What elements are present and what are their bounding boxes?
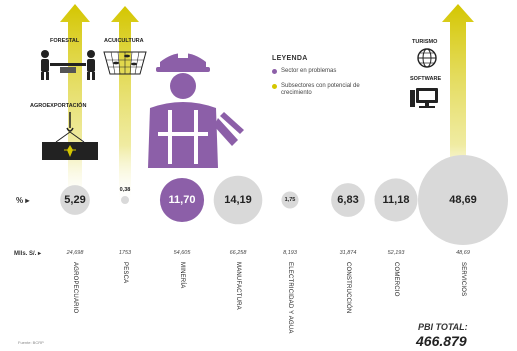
growth-arrow-servicios bbox=[442, 4, 474, 205]
percent-value-label: 0,38 bbox=[119, 187, 131, 193]
category-label: MANUFACTURA bbox=[235, 262, 241, 310]
percent-row-label: % ▸ bbox=[16, 196, 30, 205]
percent-value-label: 11,18 bbox=[382, 194, 410, 206]
percent-value-label: 6,83 bbox=[337, 194, 359, 206]
yellow-dot-icon bbox=[272, 84, 277, 89]
amount-value-label: 1753 bbox=[118, 250, 132, 256]
percent-value-label: 14,19 bbox=[224, 194, 252, 206]
bubble-series bbox=[60, 155, 508, 245]
amount-value-label: 54,605 bbox=[173, 250, 191, 256]
category-label: ELECTRICIDAD Y AGUA bbox=[287, 262, 293, 334]
legend-item-label: Sector en problemas bbox=[281, 68, 337, 74]
percent-value-label: 5,29 bbox=[64, 194, 86, 206]
percent-value-label: 1,75 bbox=[284, 197, 296, 203]
bubble-construcci-n bbox=[331, 183, 365, 217]
legend-item-growth: Subsectores con potencial de crecimiento bbox=[272, 83, 392, 97]
bubble-servicios bbox=[418, 155, 508, 245]
acuicultura-label: ACUICULTURA bbox=[104, 38, 144, 44]
category-label: COMERCIO bbox=[393, 262, 399, 297]
miner-icon bbox=[148, 50, 244, 168]
legend-item-problems: Sector en problemas bbox=[272, 68, 392, 75]
agroexportacion-label: AGROEXPORTACIÓN bbox=[30, 103, 87, 109]
globe-icon bbox=[417, 48, 437, 68]
bubble-comercio bbox=[374, 178, 418, 222]
category-label: SERVICIOS bbox=[460, 262, 466, 297]
purple-dot-icon bbox=[272, 69, 277, 74]
amount-row-label: Mlls. S/. ▸ bbox=[14, 251, 42, 257]
growth-arrow-agropecuario bbox=[60, 4, 90, 205]
amount-value-label: 48,69 bbox=[456, 250, 470, 256]
bubble-manufactura bbox=[213, 175, 263, 225]
forestal-label: FORESTAL bbox=[50, 38, 80, 44]
category-label: PESCA bbox=[122, 262, 128, 284]
forestal-icon bbox=[41, 50, 95, 80]
growth-arrow-pesca bbox=[111, 6, 139, 205]
percent-value-label: 11,70 bbox=[168, 194, 196, 206]
legend-item-label: Subsectores con potencial de crecimiento bbox=[281, 83, 360, 96]
amount-value-label: 66,258 bbox=[229, 250, 247, 256]
bubble-miner-a bbox=[159, 177, 205, 223]
category-label: MINERÍA bbox=[179, 262, 185, 289]
acuicultura-icon bbox=[103, 51, 147, 75]
amount-value-label: 52,193 bbox=[387, 250, 405, 256]
amount-value-label: 31,874 bbox=[339, 250, 357, 256]
bubble-electricidad-y-agua bbox=[281, 191, 299, 209]
turismo-label: TURISMO bbox=[412, 39, 438, 45]
bubble-agropecuario bbox=[60, 185, 90, 215]
computer-icon bbox=[410, 88, 438, 108]
amount-value-label: 8,193 bbox=[283, 250, 297, 256]
bubble-pesca bbox=[121, 196, 129, 204]
total-value: 466.879 bbox=[416, 333, 467, 349]
category-label: AGROPECUARIO bbox=[72, 262, 78, 314]
legend-title: LEYENDA bbox=[272, 55, 308, 62]
amount-value-label: 24,698 bbox=[66, 250, 84, 256]
category-label: CONSTRUCCIÓN bbox=[345, 262, 351, 314]
software-label: SOFTWARE bbox=[410, 76, 442, 82]
agroexportacion-icon bbox=[42, 112, 98, 160]
percent-value-label: 48,69 bbox=[449, 194, 477, 206]
total-label: PBI TOTAL: bbox=[418, 322, 468, 332]
source-note: Fuente: BCRP bbox=[18, 340, 44, 345]
